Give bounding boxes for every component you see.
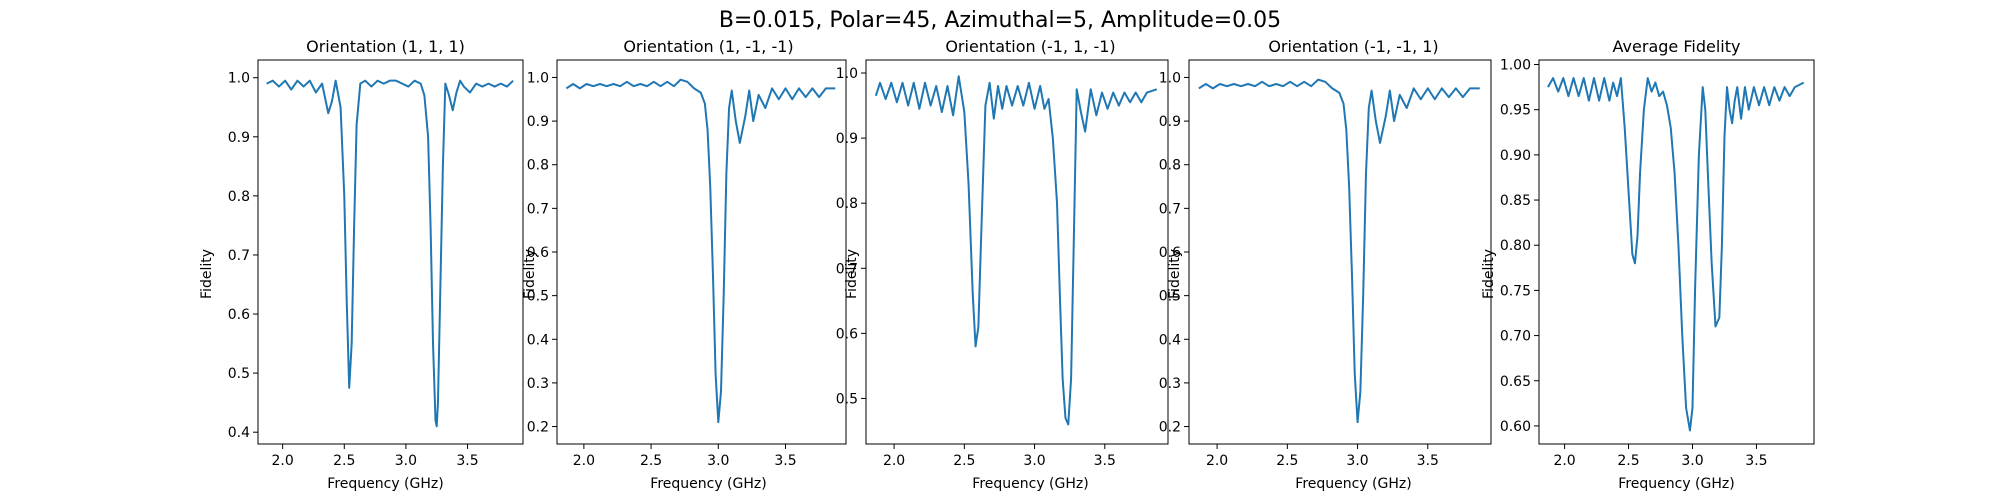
y-tick-label: 0.9 — [228, 130, 250, 146]
y-tick-label: 0.65 — [1500, 374, 1531, 390]
y-tick-label: 0.4 — [527, 332, 549, 348]
plot-area-frame — [1188, 59, 1492, 445]
y-tick-label: 0.6 — [228, 307, 250, 323]
subplot-5: Average Fidelity Frequency (GHz) Fidelit… — [1481, 37, 1815, 492]
plot-area-frame — [1538, 59, 1815, 445]
subplot-title: Average Fidelity — [1613, 37, 1741, 56]
y-tick-label: 0.60 — [1500, 419, 1531, 435]
y-tick-label: 0.8 — [228, 189, 250, 205]
series-line — [1198, 78, 1480, 424]
y-tick-label: 0.2 — [1159, 420, 1181, 436]
y-tick-label: 0.6 — [527, 245, 549, 261]
y-tick-label: 0.7 — [228, 248, 250, 264]
series-line — [1547, 77, 1805, 432]
y-tick-label: 1.00 — [1500, 58, 1531, 74]
y-tick-label: 0.70 — [1500, 329, 1531, 345]
y-tick-label: 0.5 — [228, 366, 250, 382]
y-tick-label: 0.5 — [527, 289, 549, 305]
y-tick-label: 0.3 — [1159, 376, 1181, 392]
x-axis-label: Frequency (GHz) — [972, 476, 1088, 492]
y-axis-label: Fidelity — [522, 249, 538, 299]
y-tick-label: 1.0 — [228, 71, 250, 87]
x-tick-label: 3.5 — [1094, 453, 1116, 469]
x-tick-label: 2.5 — [640, 453, 662, 469]
y-tick-label: 0.90 — [1500, 148, 1531, 164]
y-tick-label: 1.0 — [836, 66, 858, 82]
x-tick-label: 3.5 — [1417, 453, 1439, 469]
x-tick-label: 2.0 — [1206, 453, 1228, 469]
y-tick-label: 0.95 — [1500, 103, 1531, 119]
plot-area-frame — [865, 59, 1169, 445]
x-axis-label: Frequency (GHz) — [327, 476, 443, 492]
y-tick-label: 0.80 — [1500, 238, 1531, 254]
subplot-title: Orientation (-1, 1, -1) — [945, 37, 1115, 56]
x-tick-label: 2.0 — [272, 453, 294, 469]
x-tick-label: 2.0 — [883, 453, 905, 469]
plot-area-frame — [257, 59, 524, 445]
y-tick-label: 0.9 — [527, 114, 549, 130]
series-line — [266, 79, 514, 428]
y-tick-label: 0.5 — [836, 391, 858, 407]
y-tick-label: 0.9 — [1159, 114, 1181, 130]
y-tick-label: 0.6 — [1159, 245, 1181, 261]
y-tick-label: 0.8 — [836, 196, 858, 212]
x-tick-label: 2.5 — [953, 453, 975, 469]
figure-title: B=0.015, Polar=45, Azimuthal=5, Amplitud… — [719, 8, 1281, 33]
y-tick-label: 1.0 — [1159, 70, 1181, 86]
y-tick-label: 0.7 — [527, 201, 549, 217]
x-tick-label: 3.0 — [395, 453, 417, 469]
y-tick-label: 0.5 — [1159, 289, 1181, 305]
x-tick-label: 2.5 — [1617, 453, 1639, 469]
subplot-title: Orientation (-1, -1, 1) — [1268, 37, 1438, 56]
y-tick-label: 0.9 — [836, 131, 858, 147]
y-tick-label: 0.8 — [527, 158, 549, 174]
x-tick-label: 2.0 — [573, 453, 595, 469]
x-tick-label: 3.0 — [1023, 453, 1045, 469]
x-tick-label: 3.5 — [1745, 453, 1767, 469]
x-tick-label: 3.5 — [456, 453, 478, 469]
x-tick-label: 3.5 — [774, 453, 796, 469]
y-axis-label: Fidelity — [1481, 249, 1497, 299]
y-tick-label: 0.7 — [836, 261, 858, 277]
y-axis-label: Fidelity — [844, 249, 860, 299]
subplot-title: Orientation (1, -1, -1) — [623, 37, 793, 56]
y-tick-label: 0.7 — [1159, 201, 1181, 217]
x-axis-label: Frequency (GHz) — [650, 476, 766, 492]
x-tick-label: 2.0 — [1553, 453, 1575, 469]
y-tick-label: 0.75 — [1500, 283, 1531, 299]
y-tick-label: 0.3 — [527, 376, 549, 392]
x-tick-label: 3.0 — [1681, 453, 1703, 469]
y-tick-label: 0.6 — [836, 326, 858, 342]
subplot-title: Orientation (1, 1, 1) — [306, 37, 465, 56]
subplot-1: Orientation (1, 1, 1) Frequency (GHz) Fi… — [199, 37, 524, 492]
plot-area-frame — [556, 59, 847, 445]
subplot-4: Orientation (-1, -1, 1) Frequency (GHz) … — [1159, 37, 1492, 492]
y-axis-label: Fidelity — [1167, 249, 1183, 299]
y-tick-label: 0.2 — [527, 420, 549, 436]
x-tick-label: 3.0 — [707, 453, 729, 469]
y-tick-label: 0.4 — [1159, 332, 1181, 348]
x-axis-label: Frequency (GHz) — [1618, 476, 1734, 492]
series-line — [565, 78, 836, 424]
y-tick-label: 0.85 — [1500, 193, 1531, 209]
x-tick-label: 2.5 — [1276, 453, 1298, 469]
x-axis-label: Frequency (GHz) — [1295, 476, 1411, 492]
y-tick-label: 1.0 — [527, 70, 549, 86]
subplot-3: Orientation (-1, 1, -1) Frequency (GHz) … — [836, 37, 1169, 492]
x-tick-label: 3.0 — [1346, 453, 1368, 469]
series-line — [874, 75, 1158, 426]
subplot-2: Orientation (1, -1, -1) Frequency (GHz) … — [522, 37, 847, 492]
y-tick-label: 0.4 — [228, 425, 250, 441]
y-tick-label: 0.8 — [1159, 158, 1181, 174]
x-tick-label: 2.5 — [333, 453, 355, 469]
y-axis-label: Fidelity — [199, 249, 215, 299]
